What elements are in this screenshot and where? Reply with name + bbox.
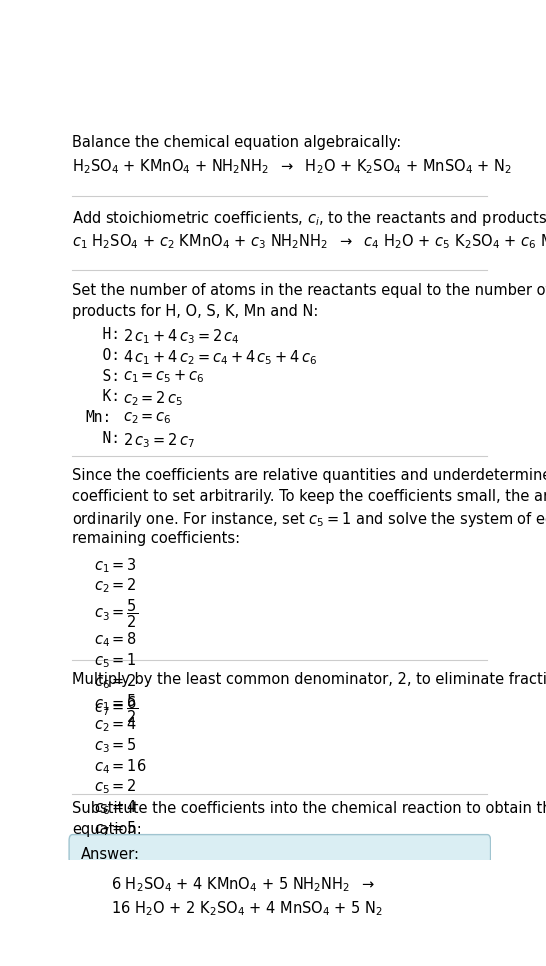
Text: $c_2 = 4$: $c_2 = 4$ (94, 715, 137, 734)
Text: ordinarily one. For instance, set $c_5 = 1$ and solve the system of equations fo: ordinarily one. For instance, set $c_5 =… (73, 510, 546, 529)
Text: $c_7 = 5$: $c_7 = 5$ (94, 819, 136, 838)
Text: Answer:: Answer: (81, 846, 140, 862)
Text: H$_2$SO$_4$ + KMnO$_4$ + NH$_2$NH$_2$  $\rightarrow$  H$_2$O + K$_2$SO$_4$ + MnS: H$_2$SO$_4$ + KMnO$_4$ + NH$_2$NH$_2$ $\… (73, 157, 513, 176)
Text: $c_7 = \dfrac{5}{2}$: $c_7 = \dfrac{5}{2}$ (94, 693, 138, 725)
Text: $c_4 = 8$: $c_4 = 8$ (94, 631, 137, 649)
Text: $4\,c_1 + 4\,c_2 = c_4 + 4\,c_5 + 4\,c_6$: $4\,c_1 + 4\,c_2 = c_4 + 4\,c_5 + 4\,c_6… (123, 348, 318, 366)
Text: Set the number of atoms in the reactants equal to the number of atoms in the: Set the number of atoms in the reactants… (73, 283, 546, 298)
Text: $2\,c_1 + 4\,c_3 = 2\,c_4$: $2\,c_1 + 4\,c_3 = 2\,c_4$ (123, 327, 240, 346)
Text: $c_3 = 5$: $c_3 = 5$ (94, 736, 136, 754)
Text: $c_4 = 16$: $c_4 = 16$ (94, 757, 146, 776)
Text: $c_3 = \dfrac{5}{2}$: $c_3 = \dfrac{5}{2}$ (94, 598, 138, 630)
Text: $c_5 = 1$: $c_5 = 1$ (94, 651, 136, 669)
Text: N:: N: (85, 431, 120, 446)
Text: Mn:: Mn: (85, 411, 111, 425)
Text: Add stoichiometric coefficients, $c_i$, to the reactants and products:: Add stoichiometric coefficients, $c_i$, … (73, 209, 546, 228)
Text: 6 H$_2$SO$_4$ + 4 KMnO$_4$ + 5 NH$_2$NH$_2$  $\rightarrow$: 6 H$_2$SO$_4$ + 4 KMnO$_4$ + 5 NH$_2$NH$… (110, 875, 375, 895)
Text: $c_2 = 2\,c_5$: $c_2 = 2\,c_5$ (123, 389, 183, 409)
Text: $c_6 = 2$: $c_6 = 2$ (94, 672, 136, 691)
Text: products for H, O, S, K, Mn and N:: products for H, O, S, K, Mn and N: (73, 304, 319, 319)
Text: $c_2 = c_6$: $c_2 = c_6$ (123, 411, 172, 426)
Text: $c_2 = 2$: $c_2 = 2$ (94, 577, 136, 595)
Text: $c_1 = 6$: $c_1 = 6$ (94, 695, 137, 713)
Text: $c_5 = 2$: $c_5 = 2$ (94, 778, 136, 797)
Text: Substitute the coefficients into the chemical reaction to obtain the balanced: Substitute the coefficients into the che… (73, 801, 546, 816)
Text: Balance the chemical equation algebraically:: Balance the chemical equation algebraica… (73, 134, 402, 150)
Text: K:: K: (85, 389, 120, 405)
Text: $c_1 = c_5 + c_6$: $c_1 = c_5 + c_6$ (123, 369, 205, 385)
Text: coefficient to set arbitrarily. To keep the coefficients small, the arbitrary va: coefficient to set arbitrarily. To keep … (73, 490, 546, 504)
Text: $2\,c_3 = 2\,c_7$: $2\,c_3 = 2\,c_7$ (123, 431, 195, 450)
Text: remaining coefficients:: remaining coefficients: (73, 531, 241, 546)
Text: 16 H$_2$O + 2 K$_2$SO$_4$ + 4 MnSO$_4$ + 5 N$_2$: 16 H$_2$O + 2 K$_2$SO$_4$ + 4 MnSO$_4$ +… (110, 899, 383, 919)
Text: Since the coefficients are relative quantities and underdetermined, choose a: Since the coefficients are relative quan… (73, 469, 546, 484)
Text: H:: H: (85, 327, 120, 342)
Text: S:: S: (85, 369, 120, 384)
Text: $c_1 = 3$: $c_1 = 3$ (94, 556, 136, 575)
Text: $c_6 = 4$: $c_6 = 4$ (94, 799, 137, 817)
Text: $c_1$ H$_2$SO$_4$ + $c_2$ KMnO$_4$ + $c_3$ NH$_2$NH$_2$  $\rightarrow$  $c_4$ H$: $c_1$ H$_2$SO$_4$ + $c_2$ KMnO$_4$ + $c_… (73, 232, 546, 250)
FancyBboxPatch shape (69, 835, 490, 865)
Text: O:: O: (85, 348, 120, 363)
Text: equation:: equation: (73, 822, 142, 837)
Text: Multiply by the least common denominator, 2, to eliminate fractional coefficient: Multiply by the least common denominator… (73, 671, 546, 687)
